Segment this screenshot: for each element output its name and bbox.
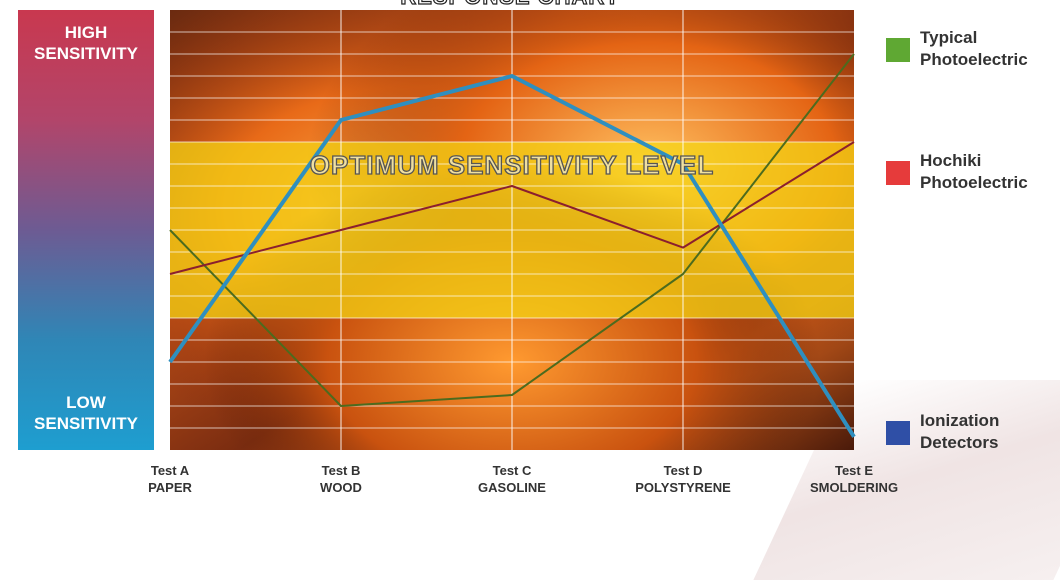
- x-tick-material: SMOLDERING: [774, 479, 934, 496]
- x-tick-test: Test C: [432, 462, 592, 479]
- x-tick-test: Test A: [90, 462, 250, 479]
- x-tick-material: POLYSTYRENE: [603, 479, 763, 496]
- optimum-band-label: OPTIMUM SENSITIVITY LEVEL: [170, 150, 854, 181]
- x-tick-material: GASOLINE: [432, 479, 592, 496]
- x-tick-test: Test E: [774, 462, 934, 479]
- legend-swatch: [886, 421, 910, 445]
- x-tick-material: PAPER: [90, 479, 250, 496]
- x-tick-test: Test D: [603, 462, 763, 479]
- legend-swatch: [886, 161, 910, 185]
- x-tick-test: Test B: [261, 462, 421, 479]
- chart-title: RESPONSE CHART: [150, 0, 870, 10]
- legend-swatch: [886, 38, 910, 62]
- x-tick-material: WOOD: [261, 479, 421, 496]
